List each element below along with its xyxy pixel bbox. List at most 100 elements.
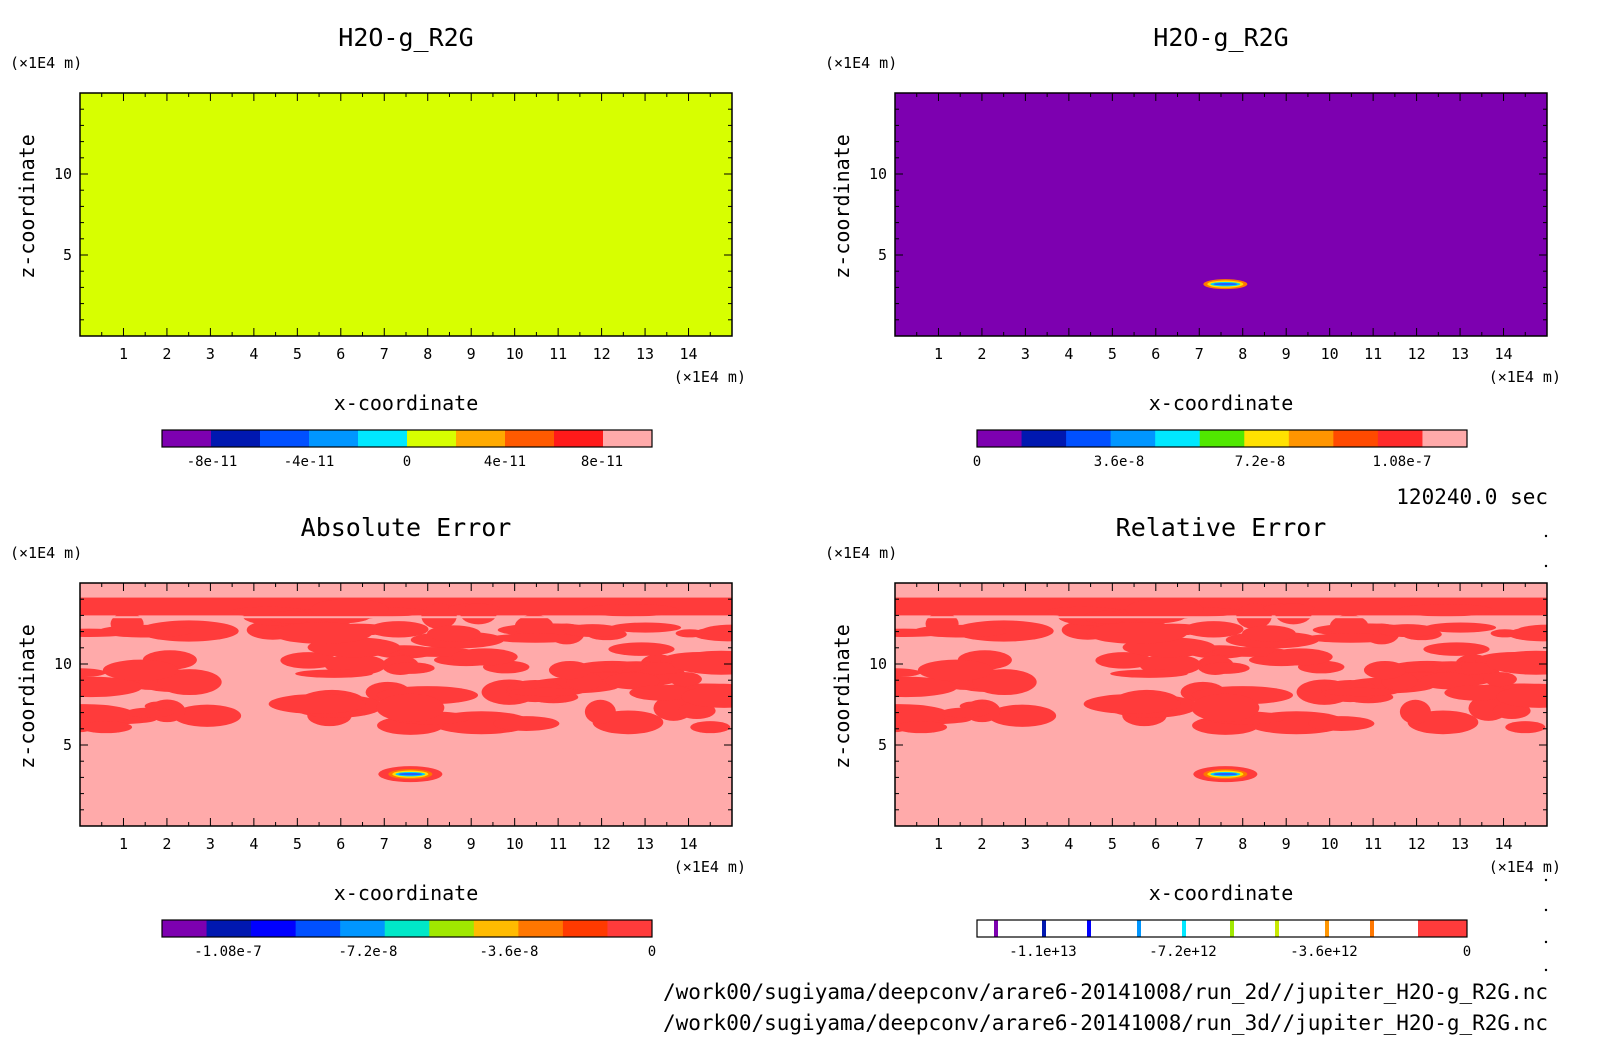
error-blob (584, 699, 616, 724)
error-blob (895, 668, 921, 678)
colorbar-segment (211, 430, 261, 447)
colorbar-tick-label: 3.6e-8 (1094, 454, 1145, 470)
anomaly-core (398, 772, 423, 776)
error-blob (1125, 598, 1204, 621)
colorbar-segment (977, 430, 1023, 447)
chart-title: H2O-g_R2G (1153, 23, 1288, 52)
error-blob (421, 603, 457, 629)
chart-title: H2O-g_R2G (338, 23, 473, 52)
error-blob (988, 704, 1057, 727)
x-tick-label: 12 (1408, 345, 1426, 363)
colorbar-frame (976, 429, 1468, 448)
colorbar-tick-label: -3.6e+12 (1290, 944, 1357, 960)
y-axis-label: z-coordinate (15, 624, 39, 769)
error-blob (1266, 648, 1333, 666)
x-tick-label: 10 (1321, 835, 1339, 853)
colorbar-segment (603, 430, 653, 447)
colorbar-segment (1021, 430, 1067, 447)
colorbar-segment (358, 430, 408, 447)
x-tick-label: 9 (1282, 835, 1291, 853)
error-blob (917, 659, 994, 681)
error-blob (1397, 603, 1494, 617)
colorbar-tick-label: -7.2e+12 (1149, 944, 1216, 960)
colorbar-segment (456, 430, 506, 447)
x-tick-label: 4 (1064, 345, 1073, 363)
colorbar-segment (162, 920, 208, 937)
tick-marks (80, 583, 732, 826)
error-blob (1399, 699, 1431, 724)
colorbar-frame (161, 429, 653, 448)
colorbar-segment (162, 430, 212, 447)
chart-panel-1: H2O-g_R2G(×1E4 m)1 2 3 4 5 6 7 8 9 10 11 12 13 14510(… (10, 23, 746, 470)
error-blob (609, 622, 682, 633)
error-blob (451, 648, 518, 666)
error-blob (629, 684, 694, 701)
error-blob (895, 704, 950, 725)
error-blob (1485, 650, 1547, 675)
colorbar-frame (161, 919, 653, 938)
y-axis-label: z-coordinate (830, 624, 854, 769)
y-tick-label: 10 (54, 165, 72, 183)
x-tick-label: 14 (1495, 835, 1513, 853)
anomaly-core (1213, 282, 1238, 286)
chart-panel-3: Absolute Error(×1E4 m)1 2 3 4 5 6 7 8 9 10 11 12 13 1… (10, 513, 746, 960)
error-blob (493, 716, 560, 731)
error-blob (368, 621, 429, 638)
x-tick-label: 6 (1151, 345, 1160, 363)
colorbar-segment (384, 920, 430, 937)
error-blob (102, 659, 179, 681)
error-blob (563, 624, 622, 638)
chart-panel-4: Relative Error(×1E4 m)1 2 3 4 5 6 7 8 9 10 11 12 13 1… (825, 513, 1561, 960)
x-tick-label: 4 (249, 345, 258, 363)
colorbar-segment (505, 430, 555, 447)
error-blob (1496, 685, 1547, 708)
colorbar-frame (976, 919, 1468, 938)
error-blob (1242, 625, 1296, 642)
error-blob (387, 662, 435, 674)
x-tick-label: 11 (549, 345, 567, 363)
colorbar-tick-label: -4e-11 (284, 454, 335, 470)
colorbar-segment (1199, 430, 1245, 447)
x-tick-label: 7 (380, 835, 389, 853)
error-blob (310, 598, 389, 621)
error-blob (1507, 626, 1547, 642)
error-blob (1423, 642, 1490, 656)
tick-marks (80, 93, 732, 336)
error-blob (80, 668, 106, 678)
colorbar: 0 3.6e-8 7.2e-8 1.08e-7 (973, 429, 1468, 470)
x-tick-label: 10 (506, 835, 524, 853)
error-blob (1275, 603, 1312, 625)
y-unit-label: (×1E4 m) (10, 54, 82, 72)
error-blob (268, 694, 366, 714)
x-tick-label: 14 (680, 345, 698, 363)
x-tick-label: 1 (119, 345, 128, 363)
x-tick-label: 5 (1108, 835, 1117, 853)
x-tick-label: 6 (336, 835, 345, 853)
colorbar-tick-label: -3.6e-8 (479, 944, 538, 960)
y-unit-label: (×1E4 m) (825, 54, 897, 72)
error-blob (608, 642, 675, 656)
error-blob (80, 721, 133, 734)
chart-panel-2: H2O-g_R2G(×1E4 m)1 2 3 4 5 6 7 8 9 10 11 12 13 14510(… (825, 23, 1561, 470)
colorbar-segment (1110, 430, 1156, 447)
error-blob (1202, 662, 1250, 674)
colorbar-line (994, 920, 998, 937)
error-top-strip (80, 589, 732, 595)
file-path-1: /work00/sugiyama/deepconv/arare6-2014100… (663, 980, 1548, 1004)
x-tick-label: 8 (423, 835, 432, 853)
x-unit-label: (×1E4 m) (674, 858, 746, 876)
x-tick-label: 7 (380, 345, 389, 363)
error-blob (548, 660, 591, 680)
error-top-strip (895, 589, 1547, 595)
x-tick-label: 10 (1321, 345, 1339, 363)
colorbar-segment (295, 920, 341, 937)
error-blob (972, 669, 1037, 696)
colorbar-segment (251, 920, 297, 937)
y-tick-label: 10 (869, 165, 887, 183)
x-tick-label: 9 (467, 345, 476, 363)
x-tick-label: 1 (934, 835, 943, 853)
x-tick-label: 12 (593, 345, 611, 363)
chart-title: Relative Error (1116, 513, 1327, 542)
colorbar: -1.08e-7 -7.2e-8 -3.6e-8 0 (161, 919, 656, 960)
